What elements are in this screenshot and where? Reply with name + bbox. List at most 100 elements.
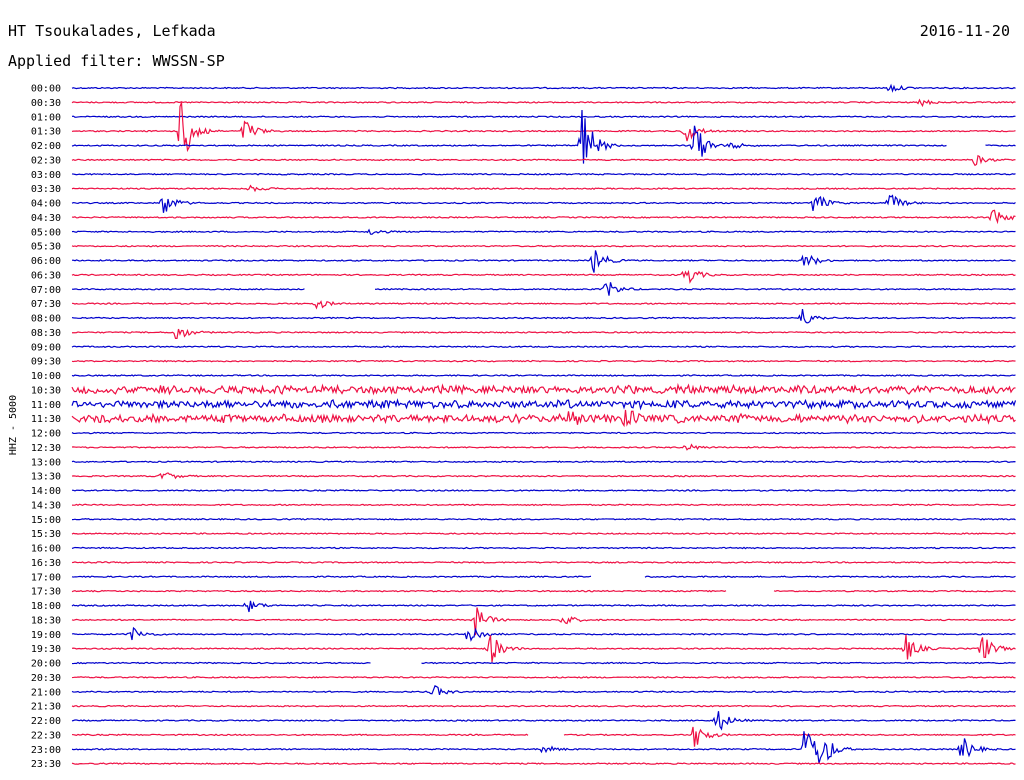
time-tick-label: 17:30 (31, 587, 61, 598)
trace-row (71, 546, 1016, 550)
station-title: HT Tsoukalades, Lefkada (8, 22, 216, 40)
time-tick-label: 01:00 (31, 112, 61, 123)
trace-row (71, 589, 1016, 593)
time-tick-label: 03:30 (31, 184, 61, 195)
time-tick-label: 04:30 (31, 213, 61, 224)
trace-row (71, 575, 1016, 579)
time-tick-label: 07:00 (31, 285, 61, 296)
trace-row (71, 431, 1016, 435)
time-tick-label: 14:00 (31, 486, 61, 497)
time-tick-label: 15:00 (31, 515, 61, 526)
date-label: 2016-11-20 (919, 22, 1010, 40)
time-tick-label: 13:00 (31, 457, 61, 468)
trace-row (71, 685, 1016, 696)
trace-row (71, 532, 1016, 535)
time-tick-label: 11:30 (31, 414, 61, 425)
time-tick-label: 12:00 (31, 429, 61, 440)
trace-row (71, 704, 1016, 708)
y-axis-label: HHZ - 5000 (8, 395, 19, 455)
time-tick-label: 09:00 (31, 342, 61, 353)
trace-row (71, 282, 1016, 296)
y-axis-label-group: HHZ - 5000 (8, 395, 19, 455)
trace-row (71, 244, 1016, 248)
time-tick-label: 20:00 (31, 659, 61, 670)
time-tick-label: 03:00 (31, 170, 61, 181)
time-tick-label: 09:30 (31, 357, 61, 368)
trace-row (71, 300, 1016, 310)
trace-row (71, 460, 1016, 464)
time-tick-label: 02:00 (31, 141, 61, 152)
time-tick-label: 15:30 (31, 529, 61, 540)
time-tick-label: 05:30 (31, 242, 61, 253)
trace-row (71, 762, 1016, 765)
time-tick-label: 02:30 (31, 155, 61, 166)
trace-row (71, 676, 1016, 679)
trace-row (71, 634, 1016, 663)
time-tick-label: 17:00 (31, 572, 61, 583)
time-tick-label: 16:30 (31, 558, 61, 569)
time-tick-label: 05:00 (31, 227, 61, 238)
trace-row (71, 731, 1016, 764)
time-tick-label: 21:00 (31, 687, 61, 698)
trace-row (71, 115, 1016, 119)
time-tick-label: 00:30 (31, 98, 61, 109)
trace-row (71, 308, 1016, 324)
time-tick-label: 18:30 (31, 615, 61, 626)
time-tick-label: 11:00 (31, 400, 61, 411)
time-tick-label: 22:30 (31, 730, 61, 741)
traces (71, 83, 1017, 765)
trace-row (71, 184, 1016, 193)
filter-label: Applied filter: WWSSN-SP (8, 52, 225, 70)
trace-row (71, 561, 1016, 564)
trace-row (71, 600, 1016, 613)
trace-row (71, 382, 1016, 396)
trace-row (71, 154, 1016, 167)
trace-row (71, 172, 1016, 176)
time-tick-label: 06:30 (31, 270, 61, 281)
trace-row (71, 110, 1016, 164)
time-ticks: 00:00 00:30 01:00 01:30 02:00 02:30 03:00 03:30… (31, 84, 61, 771)
trace-row (71, 607, 1016, 636)
time-tick-label: 23:30 (31, 759, 61, 770)
time-tick-label: 23:00 (31, 745, 61, 756)
trace-row (71, 443, 1016, 451)
time-tick-label: 10:30 (31, 385, 61, 396)
time-tick-label: 04:00 (31, 199, 61, 210)
trace-row (71, 489, 1016, 492)
trace-row (71, 209, 1016, 225)
trace-row (71, 472, 1016, 480)
time-tick-label: 19:00 (31, 630, 61, 641)
trace-row (71, 711, 1016, 731)
trace-row (72, 661, 1016, 665)
trace-row (71, 83, 1016, 93)
trace-row (71, 194, 1016, 213)
trace-row (71, 503, 1016, 507)
trace-row (71, 374, 1016, 377)
trace-row (71, 409, 1016, 428)
time-tick-label: 01:30 (31, 127, 61, 138)
trace-row (71, 398, 1017, 411)
time-tick-label: 16:00 (31, 544, 61, 555)
time-tick-label: 08:00 (31, 314, 61, 325)
time-tick-label: 18:00 (31, 601, 61, 612)
time-tick-label: 06:00 (31, 256, 61, 267)
time-tick-label: 19:30 (31, 644, 61, 655)
time-tick-label: 07:30 (31, 299, 61, 310)
trace-row (71, 228, 1016, 235)
time-tick-label: 08:30 (31, 328, 61, 339)
time-tick-label: 00:00 (31, 84, 61, 95)
trace-row (71, 98, 1016, 108)
time-tick-label: 14:30 (31, 500, 61, 511)
trace-row (71, 102, 1016, 153)
time-tick-label: 12:30 (31, 443, 61, 454)
trace-row (71, 626, 1016, 642)
trace-row (71, 726, 1016, 747)
trace-row (71, 328, 1016, 340)
trace-row (71, 250, 1016, 273)
trace-row (71, 269, 1016, 284)
trace-row (71, 345, 1016, 349)
time-tick-label: 10:00 (31, 371, 61, 382)
time-tick-label: 22:00 (31, 716, 61, 727)
trace-row (71, 359, 1016, 363)
